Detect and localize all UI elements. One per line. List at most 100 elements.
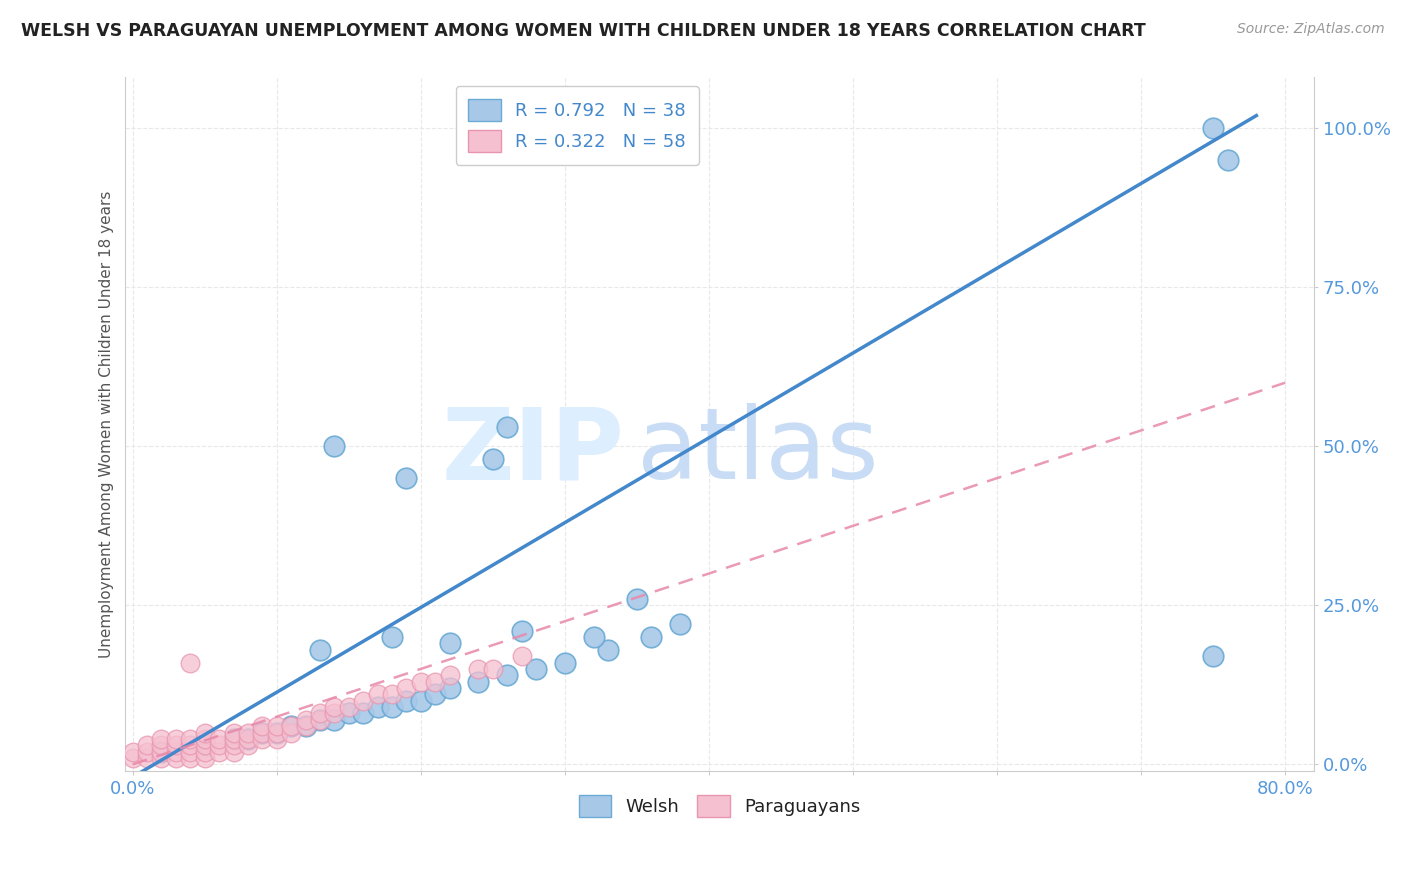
Point [496,420,519,434]
Point [381,700,404,714]
Point [222,731,245,746]
Point [208,745,231,759]
Point [222,725,245,739]
Point [381,630,404,644]
Point [554,656,576,670]
Point [309,713,332,727]
Point [194,738,217,752]
Point [352,706,374,721]
Point [236,731,259,746]
Point [439,636,461,650]
Point [222,738,245,752]
Point [150,738,173,752]
Point [222,731,245,746]
Point [266,731,288,746]
Point [294,719,316,733]
Point [323,439,346,453]
Point [323,706,346,721]
Point [381,687,404,701]
Point [482,452,505,467]
Point [252,731,274,746]
Point [510,649,533,664]
Point [165,738,187,752]
Point [496,668,519,682]
Point [266,725,288,739]
Point [669,617,692,632]
Point [309,713,332,727]
Point [510,624,533,638]
Point [337,700,360,714]
Point [150,731,173,746]
Point [1202,121,1225,136]
Text: ZIP: ZIP [441,403,624,500]
Point [136,745,159,759]
Point [395,694,418,708]
Point [150,751,173,765]
Point [409,674,432,689]
Point [194,745,217,759]
Point [194,751,217,765]
Point [165,731,187,746]
Point [236,731,259,746]
Point [395,471,418,485]
Point [280,719,302,733]
Point [367,687,389,701]
Point [425,687,447,701]
Point [179,745,201,759]
Point [280,725,302,739]
Point [179,751,201,765]
Point [395,681,418,695]
Point [179,738,201,752]
Point [309,706,332,721]
Point [194,725,217,739]
Legend: Welsh, Paraguayans: Welsh, Paraguayans [571,788,868,824]
Point [626,591,648,606]
Point [136,738,159,752]
Point [640,630,662,644]
Point [252,725,274,739]
Point [266,719,288,733]
Point [294,713,316,727]
Point [337,706,360,721]
Point [280,719,302,733]
Point [165,751,187,765]
Point [222,745,245,759]
Point [482,662,505,676]
Point [596,643,619,657]
Point [121,745,143,759]
Point [236,738,259,752]
Text: atlas: atlas [637,403,879,500]
Text: Source: ZipAtlas.com: Source: ZipAtlas.com [1237,22,1385,37]
Point [467,662,489,676]
Text: WELSH VS PARAGUAYAN UNEMPLOYMENT AMONG WOMEN WITH CHILDREN UNDER 18 YEARS CORREL: WELSH VS PARAGUAYAN UNEMPLOYMENT AMONG W… [21,22,1146,40]
Point [165,745,187,759]
Point [323,713,346,727]
Point [194,731,217,746]
Point [150,745,173,759]
Point [194,738,217,752]
Point [208,731,231,746]
Point [409,694,432,708]
Point [309,643,332,657]
Point [266,725,288,739]
Point [439,681,461,695]
Point [179,731,201,746]
Point [121,751,143,765]
Point [1216,153,1239,168]
Point [467,674,489,689]
Point [294,719,316,733]
Point [323,700,346,714]
Point [367,700,389,714]
Point [352,694,374,708]
Point [208,738,231,752]
Point [1202,649,1225,664]
Point [252,719,274,733]
Point [150,745,173,759]
Point [439,668,461,682]
Point [582,630,605,644]
Point [425,674,447,689]
Point [524,662,547,676]
Y-axis label: Unemployment Among Women with Children Under 18 years: Unemployment Among Women with Children U… [100,190,114,657]
Point [252,725,274,739]
Point [136,751,159,765]
